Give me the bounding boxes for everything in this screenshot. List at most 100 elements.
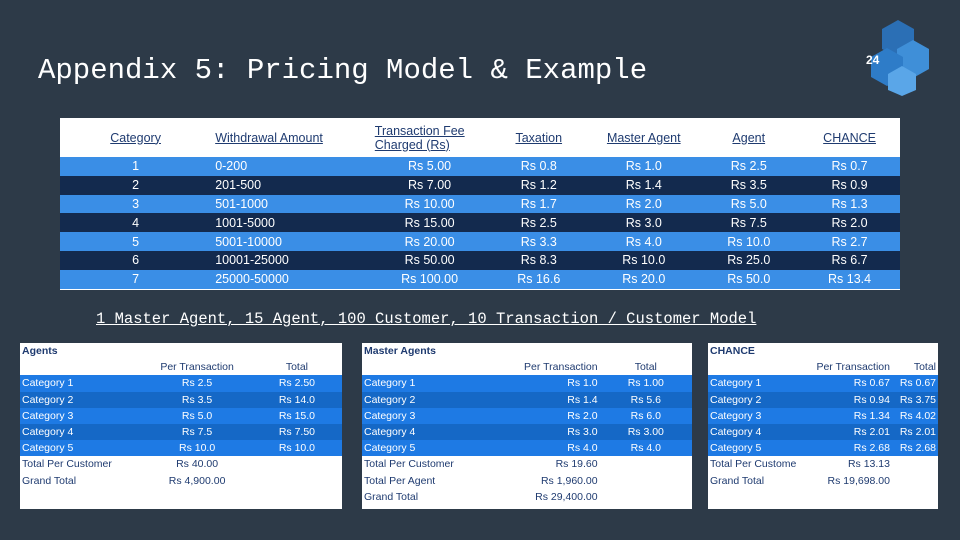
header-master-agent: Master Agent xyxy=(606,130,681,145)
cell-withdrawal-amount: 10001-25000 xyxy=(211,250,371,270)
cell-transaction-fee: Rs 20.00 xyxy=(370,232,489,251)
cell-total: Rs 1.00 xyxy=(599,375,692,392)
pricing-header-row: Category Withdrawal Amount Transaction F… xyxy=(60,118,900,157)
cell-label: Category 5 xyxy=(362,440,481,457)
cell-total: Rs 2.01 xyxy=(891,423,938,441)
list-item: Category 3 Rs 1.34 Rs 4.02 xyxy=(708,407,938,424)
cell-withdrawal-amount: 1001-5000 xyxy=(211,213,371,233)
header-category: Category xyxy=(110,130,161,145)
summary-label: Total Per Agent xyxy=(364,474,436,487)
cell-per-transaction: Rs 4.0 xyxy=(480,440,600,457)
cell-category: 1 xyxy=(60,157,212,176)
table-row: 1 0-200 Rs 5.00 Rs 0.8 Rs 1.0 Rs 2.5 Rs 0.7 xyxy=(60,157,900,176)
cell-agent: Rs 2.5 xyxy=(698,157,800,176)
cell-taxation: Rs 3.3 xyxy=(488,232,590,251)
cell-per-transaction: Rs 5.0 xyxy=(142,407,252,424)
cell-total: Rs 7.50 xyxy=(251,423,342,441)
cell-total: Rs 0.67 xyxy=(891,375,938,392)
page-number: 24 xyxy=(866,53,880,67)
cell-taxation: Rs 16.6 xyxy=(488,269,590,289)
panel-header-row: Per Transaction Total xyxy=(20,359,342,375)
cell-chance: Rs 2.7 xyxy=(799,232,900,251)
cell-agent: Rs 7.5 xyxy=(698,213,800,233)
header-withdrawal-amount: Withdrawal Amount xyxy=(215,130,323,145)
cell-agent: Rs 5.0 xyxy=(698,194,800,214)
cell-total: Rs 10.0 xyxy=(251,440,342,457)
cell-withdrawal-amount: 201-500 xyxy=(211,175,371,195)
cell-taxation: Rs 1.2 xyxy=(488,175,590,195)
cell-category: 6 xyxy=(60,250,212,270)
header-taxation: Taxation xyxy=(515,130,563,145)
chance-col-total: Total xyxy=(913,361,936,374)
cell-total: Rs 6.0 xyxy=(599,407,692,424)
cell-total: Rs 2.50 xyxy=(251,375,342,392)
panel-title-row: CHANCE xyxy=(708,343,938,359)
summary-row: Grand Total Rs 29,400.00 xyxy=(362,489,692,505)
slide-title: Appendix 5: Pricing Model & Example xyxy=(38,54,648,87)
cell-per-transaction: Rs 7.5 xyxy=(142,423,252,441)
cell-total: Rs 4.0 xyxy=(599,440,692,457)
summary-row: Total Per Customer Rs 19.60 xyxy=(362,456,692,472)
table-row: 2 201-500 Rs 7.00 Rs 1.2 Rs 1.4 Rs 3.5 Rs 0.9 xyxy=(60,175,900,195)
agents-col-total: Total xyxy=(285,361,308,374)
cell-per-transaction: Rs 2.0 xyxy=(480,407,600,424)
agents-panel-title: Agents xyxy=(22,345,58,358)
cell-chance: Rs 2.0 xyxy=(799,213,900,233)
cell-per-transaction: Rs 1.4 xyxy=(480,391,600,408)
cell-agent: Rs 25.0 xyxy=(698,250,800,270)
table-row: 6 10001-25000 Rs 50.00 Rs 8.3 Rs 10.0 Rs 25.0… xyxy=(60,250,900,270)
summary-label: Total Per Custome xyxy=(710,458,797,471)
summary-value: Rs 13.13 xyxy=(847,458,890,471)
summary-value: Rs 19.60 xyxy=(555,458,598,471)
list-item: Category 5 Rs 10.0 Rs 10.0 xyxy=(20,440,342,457)
summary-label: Grand Total xyxy=(364,490,419,503)
cell-per-transaction: Rs 3.0 xyxy=(480,423,600,441)
cell-master-agent: Rs 10.0 xyxy=(589,250,699,270)
cell-chance: Rs 13.4 xyxy=(799,269,900,289)
summary-value: Rs 19,698.00 xyxy=(827,474,890,487)
panel-header-row: Per Transaction Total xyxy=(708,359,938,375)
list-item: Category 1 Rs 1.0 Rs 1.00 xyxy=(362,375,692,392)
cell-agent: Rs 3.5 xyxy=(698,175,800,195)
list-item: Category 5 Rs 4.0 Rs 4.0 xyxy=(362,440,692,457)
cell-total: Rs 3.00 xyxy=(599,423,692,441)
cell-category: 5 xyxy=(60,232,212,251)
cell-taxation: Rs 8.3 xyxy=(488,250,590,270)
cell-per-transaction: Rs 1.0 xyxy=(480,375,600,392)
cell-category: 4 xyxy=(60,213,212,233)
cell-label: Category 4 xyxy=(708,423,805,441)
cell-label: Category 4 xyxy=(362,423,481,441)
header-agent: Agent xyxy=(732,130,766,145)
cell-master-agent: Rs 1.4 xyxy=(589,175,699,195)
cell-per-transaction: Rs 0.67 xyxy=(804,375,892,392)
agents-col-per: Per Transaction xyxy=(160,361,234,374)
table-row: 5 5001-10000 Rs 20.00 Rs 3.3 Rs 4.0 Rs 10.0 Rs… xyxy=(60,232,900,251)
list-item: Category 2 Rs 1.4 Rs 5.6 xyxy=(362,391,692,408)
list-item: Category 5 Rs 2.68 Rs 2.68 xyxy=(708,440,938,457)
cell-total: Rs 5.6 xyxy=(599,391,692,408)
list-item: Category 1 Rs 2.5 Rs 2.50 xyxy=(20,375,342,392)
cell-label: Category 4 xyxy=(20,423,143,441)
model-caption: 1 Master Agent, 15 Agent, 100 Customer, … xyxy=(96,310,757,328)
cell-label: Category 1 xyxy=(362,375,481,392)
cell-withdrawal-amount: 501-1000 xyxy=(211,194,371,214)
cell-chance: Rs 1.3 xyxy=(799,194,900,214)
cell-master-agent: Rs 2.0 xyxy=(589,194,699,214)
table-row: 4 1001-5000 Rs 15.00 Rs 2.5 Rs 3.0 Rs 7.5 Rs 2… xyxy=(60,213,900,233)
cell-per-transaction: Rs 2.01 xyxy=(804,423,892,441)
list-item: Category 3 Rs 5.0 Rs 15.0 xyxy=(20,407,342,424)
cell-total: Rs 15.0 xyxy=(251,407,342,424)
cell-label: Category 5 xyxy=(708,440,805,457)
cell-per-transaction: Rs 10.0 xyxy=(142,440,252,457)
cell-transaction-fee: Rs 5.00 xyxy=(370,157,489,176)
summary-value: Rs 1,960.00 xyxy=(540,474,598,487)
cell-label: Category 3 xyxy=(708,407,805,424)
cell-chance: Rs 0.9 xyxy=(799,175,900,195)
summary-row: Total Per Agent Rs 1,960.00 xyxy=(362,473,692,489)
cell-master-agent: Rs 3.0 xyxy=(589,213,699,233)
cell-chance: Rs 0.7 xyxy=(799,157,900,176)
cell-chance: Rs 6.7 xyxy=(799,250,900,270)
cell-transaction-fee: Rs 100.00 xyxy=(370,269,489,289)
